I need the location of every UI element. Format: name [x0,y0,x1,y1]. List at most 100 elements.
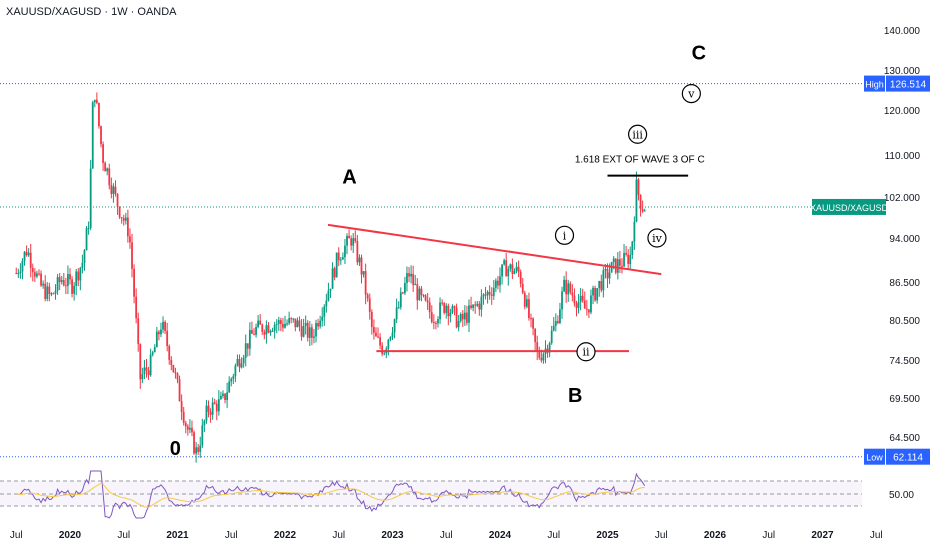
candle-body [23,251,26,261]
candle-body [565,279,568,295]
candle-body [643,210,646,212]
candle-body [358,257,361,263]
sub-wave-label: ii [582,346,590,359]
candle-body [160,329,162,335]
candle-body [149,354,152,376]
candle-body [561,291,563,310]
candle-body [71,279,73,294]
candle-body [389,336,392,340]
candle-body [77,271,80,281]
candle-body [600,281,603,291]
candle-body [614,258,617,273]
candle-body [205,405,208,421]
candle-body [62,280,65,286]
sub-wave-circle [627,124,648,144]
candle-body [56,277,59,291]
candle-body [75,271,78,286]
candle-body [114,186,117,194]
candle-body [451,306,454,313]
x-tick-label: Jul [117,530,130,541]
candle-body [145,367,148,371]
sub-wave-label: v [687,88,695,101]
candle-body [106,168,109,172]
candle-body [356,240,359,263]
candle-body [304,322,307,326]
candle-body [625,252,628,255]
candle-body [25,251,28,256]
candle-body [641,209,644,212]
candle-body [381,345,384,354]
candle-body [474,304,477,306]
candle-body [36,273,38,277]
sub-wave-circle [576,342,596,362]
candle-body [521,283,524,293]
sub-wave-label: i [563,229,567,242]
x-tick-label: 2027 [811,530,834,541]
candle-body [54,290,57,294]
candle-body [536,342,539,352]
wave-label: 0 [170,438,181,460]
candle-body [147,370,150,376]
time-axis[interactable]: Jul 2020 Jul 2021 Jul 2022 Jul 2023 Jul 2024 Jul 20… [10,530,883,541]
candle-body [513,271,516,274]
candle-body [637,179,640,195]
candle-body [335,252,338,278]
candle-body [246,343,249,349]
candle-body [519,271,522,284]
candle-body [372,327,375,333]
x-tick-label: 2023 [381,530,404,541]
trendlines [327,174,689,353]
wave-label: C [692,43,706,65]
candle-body [265,325,268,335]
candle-body [523,292,526,307]
candle-body [273,324,276,331]
candle-body [279,320,282,324]
candle-body [449,312,452,317]
candle-body [559,309,561,323]
candle-body [639,194,642,210]
candle-body [226,392,229,401]
candle-body [581,295,584,301]
candle-body [110,185,113,194]
candle-body [556,321,559,323]
x-tick-label: 2024 [489,530,512,541]
candle-body [430,312,433,323]
candle-body [201,425,204,446]
candle-body [432,322,435,324]
candle-body [290,318,293,320]
candle-body [93,99,96,103]
candle-body [220,395,222,400]
price-axis[interactable]: 140.000 130.000 120.000 110.000 102.000 94.00… [884,26,921,501]
y-tick-label: 80.500 [889,316,920,327]
candle-body [102,144,104,163]
candle-body [64,285,67,287]
candle-body [67,274,69,286]
x-tick-label: 2026 [704,530,727,541]
current-tag-label: XAUUSD/XAGUSD [810,203,889,213]
candle-body [275,323,278,325]
candle-body [540,357,543,361]
candle-body [453,306,456,308]
candle-body [157,331,160,335]
y-tick-label: 74.500 [889,356,920,367]
candle-body [60,280,63,282]
candle-body [126,217,129,237]
candle-body [195,447,198,454]
candle-body [579,295,582,302]
candle-body [612,258,615,263]
candle-body [420,288,423,296]
candle-body [563,279,565,292]
candle-body [604,268,607,271]
sub-wave-label: iii [632,128,643,141]
candle-body [261,324,264,332]
candle-body [178,379,181,402]
y-tick-label: 94.000 [889,234,920,245]
candle-body [329,288,332,291]
candle-body [263,331,266,335]
candle-body [286,323,288,325]
candle-body [240,363,243,368]
candle-body [19,271,22,274]
x-tick-label: 2025 [596,530,619,541]
candle-body [108,168,111,186]
